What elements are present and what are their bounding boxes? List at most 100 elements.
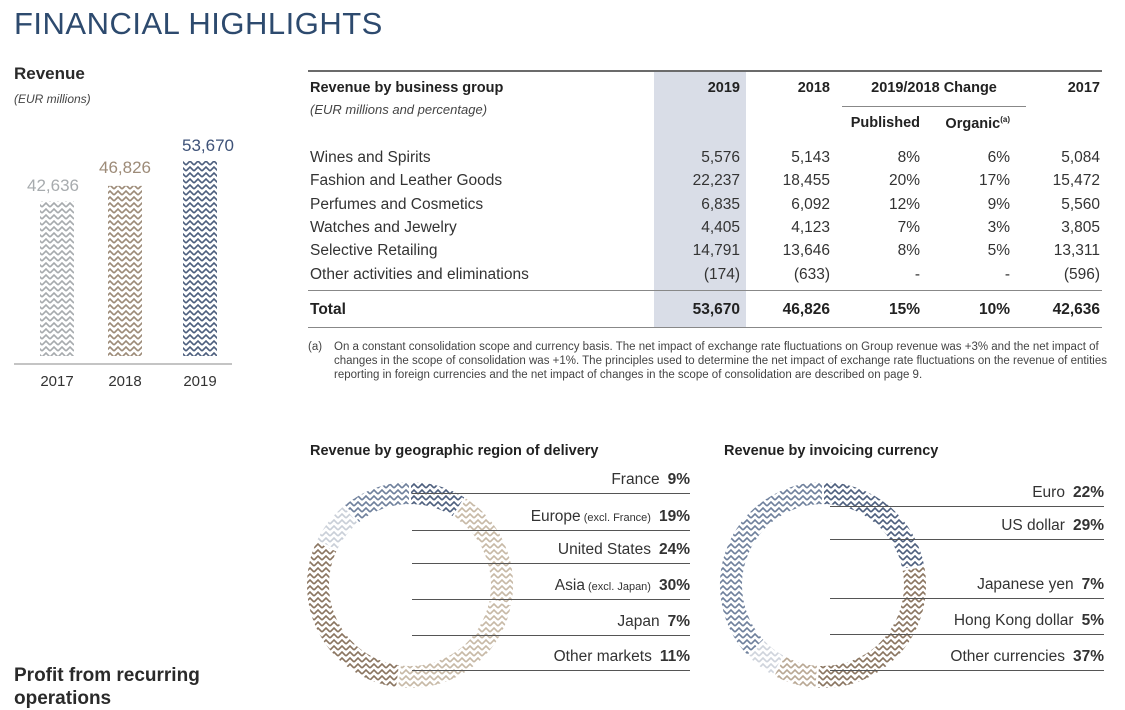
column-2019-highlight	[654, 70, 746, 328]
table-row-4-y2017: 13,311	[1053, 242, 1100, 260]
revenue-bar-2019	[183, 161, 217, 356]
geo-donut-label-1: Europe (excl. France) 19%	[530, 508, 690, 525]
col-header-2017: 2017	[1067, 80, 1100, 96]
table-row-5-y2019: (174)	[703, 265, 740, 283]
geo-donut-leader-3	[412, 599, 690, 600]
table-total-rule-bottom	[308, 327, 1102, 328]
geo-donut-leader-5	[412, 670, 690, 671]
table-total-label: Total	[310, 301, 346, 318]
geo-donut-label-4: Japan 7%	[617, 613, 690, 630]
cur-donut-label-0: Euro 22%	[1032, 484, 1104, 501]
table-row-1-organic: 17%	[978, 172, 1010, 190]
revenue-year-label-2018: 2018	[108, 373, 142, 390]
table-footnote: (a) On a constant consolidation scope and…	[308, 341, 1108, 381]
revenue-bar-2018	[108, 185, 142, 356]
currency-chart-title: Revenue by invoicing currency	[724, 443, 939, 459]
cur-donut-svg	[718, 479, 928, 690]
table-top-rule	[308, 70, 1102, 72]
revenue-chart-title: Revenue	[14, 64, 85, 83]
revenue-year-label-2017: 2017	[40, 373, 74, 390]
table-row-5-published: -	[914, 265, 920, 283]
geo-donut-leader-1	[412, 530, 690, 531]
table-row-2-y2019: 6,835	[701, 195, 740, 213]
revenue-value-label-2017: 42,636	[27, 176, 79, 195]
table-row-1-published: 20%	[888, 172, 920, 190]
table-title: Revenue by business group	[310, 80, 504, 96]
table-row-0-y2017: 5,084	[1061, 149, 1100, 166]
revenue-chart-unit: (EUR millions)	[14, 92, 91, 106]
cur-donut-leader-4	[830, 670, 1104, 671]
table-row-1-label: Fashion and Leather Goods	[310, 172, 503, 190]
table-row-2-published: 12%	[888, 195, 920, 213]
cur-donut-segment-0	[822, 479, 927, 572]
table-total-rule-top	[308, 290, 1102, 291]
geo-donut-leader-0	[412, 493, 690, 494]
geo-chart-title: Revenue by geographic region of delivery	[310, 443, 599, 459]
col-header-2019: 2019	[707, 80, 740, 96]
table-row-0-y2018: 5,143	[791, 149, 830, 166]
table-row-1-y2019: 22,237	[692, 172, 740, 190]
table-row-4-published: 8%	[897, 242, 920, 260]
table-row-4-y2018: 13,646	[782, 242, 830, 260]
table-row-4-label: Selective Retailing	[310, 242, 438, 260]
cur-donut-leader-0	[830, 506, 1104, 507]
table-total-organic: 10%	[978, 301, 1010, 318]
revenue-bars-svg	[14, 161, 232, 365]
table-row-5-organic: -	[1004, 265, 1010, 283]
cur-donut-label-3: Hong Kong dollar 5%	[953, 612, 1104, 629]
geo-donut-label-0: France 9%	[611, 471, 690, 488]
cur-donut-leader-1	[830, 539, 1104, 540]
table-row-0-y2019: 5,576	[701, 149, 740, 166]
table-row-5-y2017: (596)	[1063, 265, 1100, 283]
geo-donut-label-3: Asia (excl. Japan) 30%	[554, 577, 690, 594]
cur-donut-label-4: Other currencies 37%	[950, 648, 1104, 665]
table-row-2-y2017: 5,560	[1061, 195, 1100, 213]
cur-donut-label-2: Japanese yen 7%	[977, 576, 1104, 593]
table-total-y2019: 53,670	[692, 301, 740, 318]
table-total-published: 15%	[888, 301, 920, 318]
profit-section-title: Profit from recurring operations	[14, 665, 200, 709]
cur-donut-leader-2	[830, 598, 1104, 599]
table-row-0-published: 8%	[897, 149, 920, 166]
geo-donut-segment-1	[451, 495, 515, 606]
table-row-3-organic: 3%	[987, 218, 1010, 236]
page-title: FINANCIAL HIGHLIGHTS	[14, 6, 383, 41]
table-row-4-organic: 5%	[987, 242, 1010, 260]
col-header-organic: Organic(a)	[945, 115, 1010, 132]
table-total-y2018: 46,826	[782, 301, 830, 318]
table-row-3-label: Watches and Jewelry	[310, 218, 457, 236]
geo-donut-leader-4	[412, 635, 690, 636]
table-row-0-organic: 6%	[987, 149, 1010, 166]
table-row-3-published: 7%	[897, 218, 920, 236]
geo-donut-label-5: Other markets 11%	[553, 648, 690, 665]
col-header-published: Published	[850, 115, 920, 131]
cur-donut-leader-3	[830, 634, 1104, 635]
table-row-0-label: Wines and Spirits	[310, 149, 431, 166]
revenue-bar-2017	[40, 201, 74, 356]
cur-donut-segment-4	[718, 479, 824, 658]
geo-donut-leader-2	[412, 563, 690, 564]
table-row-1-y2018: 18,455	[782, 172, 830, 190]
table-row-5-label: Other activities and eliminations	[310, 265, 529, 283]
table-row-2-organic: 9%	[987, 195, 1010, 213]
table-row-2-label: Perfumes and Cosmetics	[310, 195, 484, 213]
table-row-1-y2017: 15,472	[1052, 172, 1100, 190]
table-row-5-y2018: (633)	[793, 265, 830, 283]
geo-donut-segment-2	[395, 598, 514, 690]
geo-donut-segment-3	[305, 539, 402, 690]
change-header-rule	[842, 106, 1026, 107]
table-row-4-y2019: 14,791	[692, 242, 740, 260]
revenue-value-label-2018: 46,826	[99, 158, 151, 177]
revenue-value-label-2019: 53,670	[182, 136, 234, 155]
revenue-year-label-2019: 2019	[183, 373, 217, 390]
cur-donut-label-1: US dollar 29%	[1001, 517, 1104, 534]
table-row-3-y2017: 3,805	[1061, 218, 1100, 236]
col-header-2018: 2018	[797, 80, 830, 96]
table-subtitle: (EUR millions and percentage)	[310, 102, 488, 117]
table-row-2-y2018: 6,092	[791, 195, 830, 213]
geo-donut-svg	[305, 479, 515, 690]
geo-donut-segment-5	[342, 479, 411, 525]
geo-donut-label-2: United States 24%	[557, 541, 690, 558]
table-row-3-y2019: 4,405	[701, 218, 740, 236]
col-header-change: 2019/2018 Change	[871, 80, 997, 96]
